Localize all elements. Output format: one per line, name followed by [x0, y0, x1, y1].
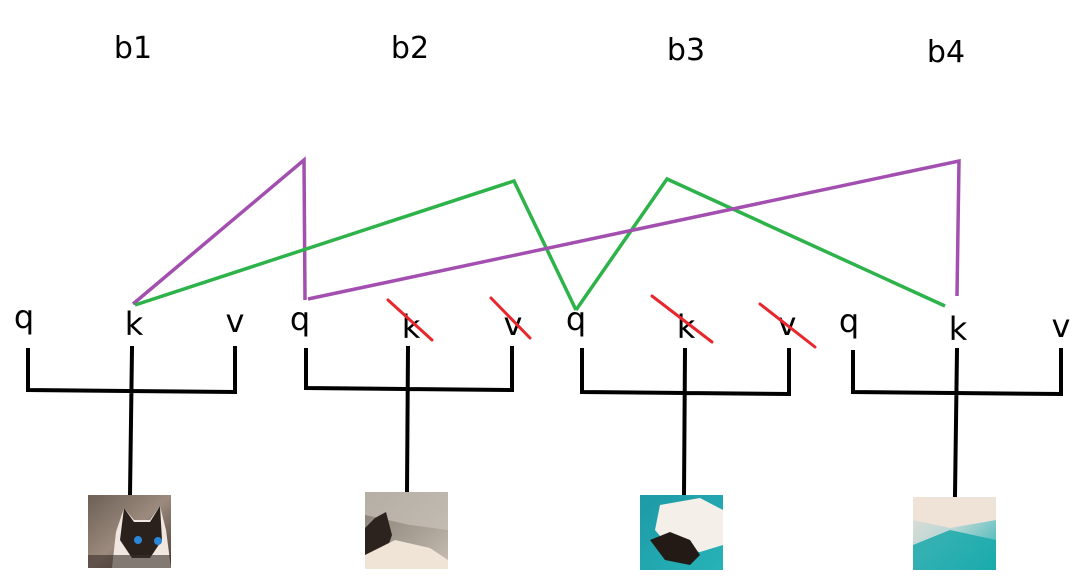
block-label-b4: b4	[927, 35, 965, 70]
b4-v-label: v	[1052, 307, 1071, 345]
b2-v-label: v	[504, 305, 523, 343]
cat-body-icon	[640, 495, 723, 570]
block-label-b2: b2	[391, 31, 429, 66]
connection-b1k-b3q	[134, 178, 578, 311]
block-label-b3: b3	[667, 33, 705, 68]
b4-k-label: k	[949, 310, 968, 348]
b1-k-label: k	[125, 305, 144, 343]
b3-merge-bracket	[580, 347, 791, 498]
cat-face-icon	[88, 495, 171, 568]
connection-b3q-b4k	[574, 176, 946, 311]
b3-k-strike	[650, 294, 714, 344]
b3-q-label: q	[566, 300, 586, 338]
blanket-icon	[913, 497, 996, 570]
cat-partial-icon	[365, 492, 448, 569]
b1-merge-bracket	[26, 345, 237, 498]
connection-b2q-b4k	[307, 158, 961, 301]
b2-v-strike	[489, 296, 532, 340]
connection-b1k-b2q	[131, 156, 307, 306]
b4-q-label: q	[839, 302, 859, 340]
b3-v-strike	[758, 302, 817, 349]
b1-v-label: v	[226, 302, 245, 340]
block-label-b1: b1	[114, 31, 152, 66]
b1-q-label: q	[14, 298, 34, 336]
b2-merge-bracket	[304, 345, 514, 495]
b4-merge-bracket	[851, 347, 1063, 498]
b2-q-label: q	[290, 300, 310, 338]
b2-k-strike	[386, 298, 434, 342]
